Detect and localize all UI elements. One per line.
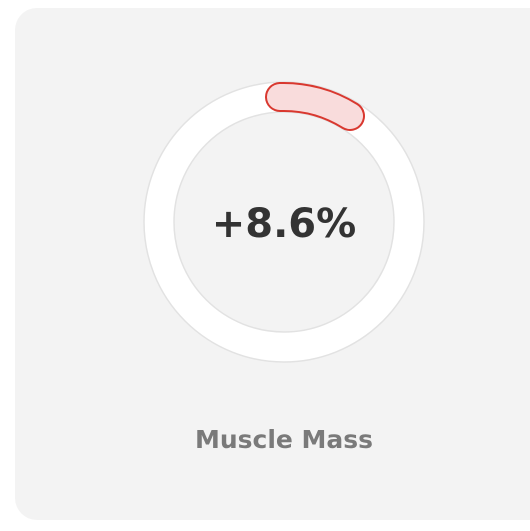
progress-arc (267, 83, 363, 129)
value-text: +8.6% (212, 201, 356, 247)
label-text: Muscle Mass (195, 425, 373, 454)
ring-inner (173, 111, 395, 333)
